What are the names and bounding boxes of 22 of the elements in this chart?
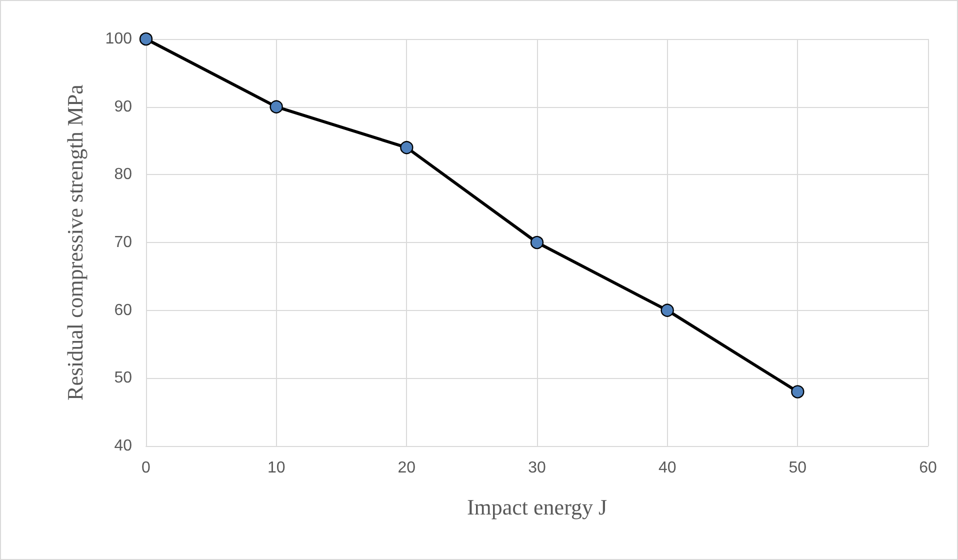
x-axis-title: Impact energy J — [466, 494, 608, 520]
y-tick-label: 90 — [114, 98, 132, 116]
x-tick-label: 50 — [788, 460, 807, 476]
y-tick-label: 100 — [105, 30, 132, 48]
y-tick-label: 40 — [114, 438, 132, 454]
x-tick-label: 10 — [267, 460, 286, 476]
point — [400, 140, 414, 154]
x-tick-label: 0 — [142, 460, 151, 476]
point — [791, 385, 804, 398]
point — [139, 32, 153, 46]
x-tick-label: 30 — [528, 460, 546, 476]
y-tick-label: 60 — [114, 302, 132, 319]
y-axis-title: Residual compressive strength MPa — [62, 84, 88, 400]
point — [660, 304, 674, 317]
y-tick-label: 50 — [114, 370, 132, 387]
x-tick-label: 60 — [919, 460, 937, 476]
x-tick-label: 20 — [398, 460, 416, 476]
y-tick-label: 70 — [114, 234, 132, 251]
y-tick-label: 80 — [114, 166, 132, 184]
x-tick-label: 40 — [658, 460, 676, 476]
point — [530, 236, 544, 250]
point — [270, 100, 283, 114]
